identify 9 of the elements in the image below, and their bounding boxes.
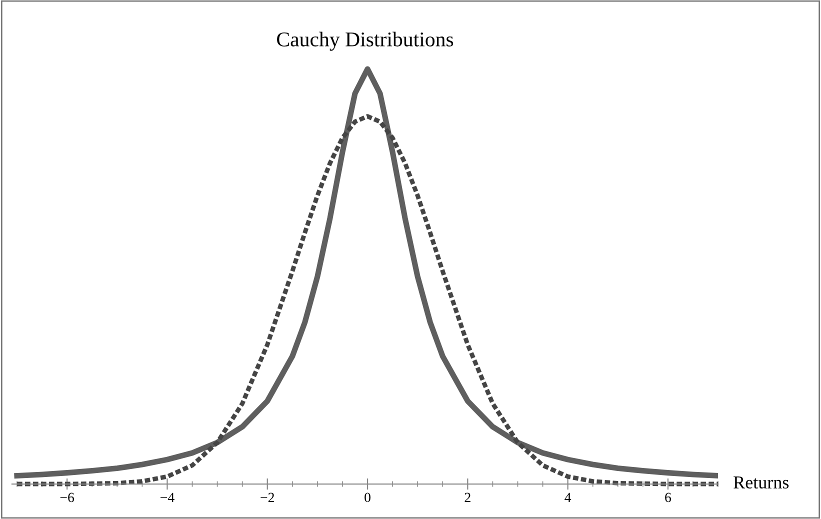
chart-title: Cauchy Distributions (277, 32, 454, 51)
x-tick-label: 2 (464, 492, 470, 502)
x-tick-label: 4 (564, 492, 572, 502)
x-tick-label: 0 (364, 492, 370, 502)
x-axis-title: Returns (734, 476, 789, 489)
x-tick-label: 6 (665, 492, 672, 502)
x-tick-label: −2 (260, 492, 274, 502)
x-tick-label: −4 (160, 492, 174, 502)
x-tick-label: −6 (60, 492, 74, 502)
